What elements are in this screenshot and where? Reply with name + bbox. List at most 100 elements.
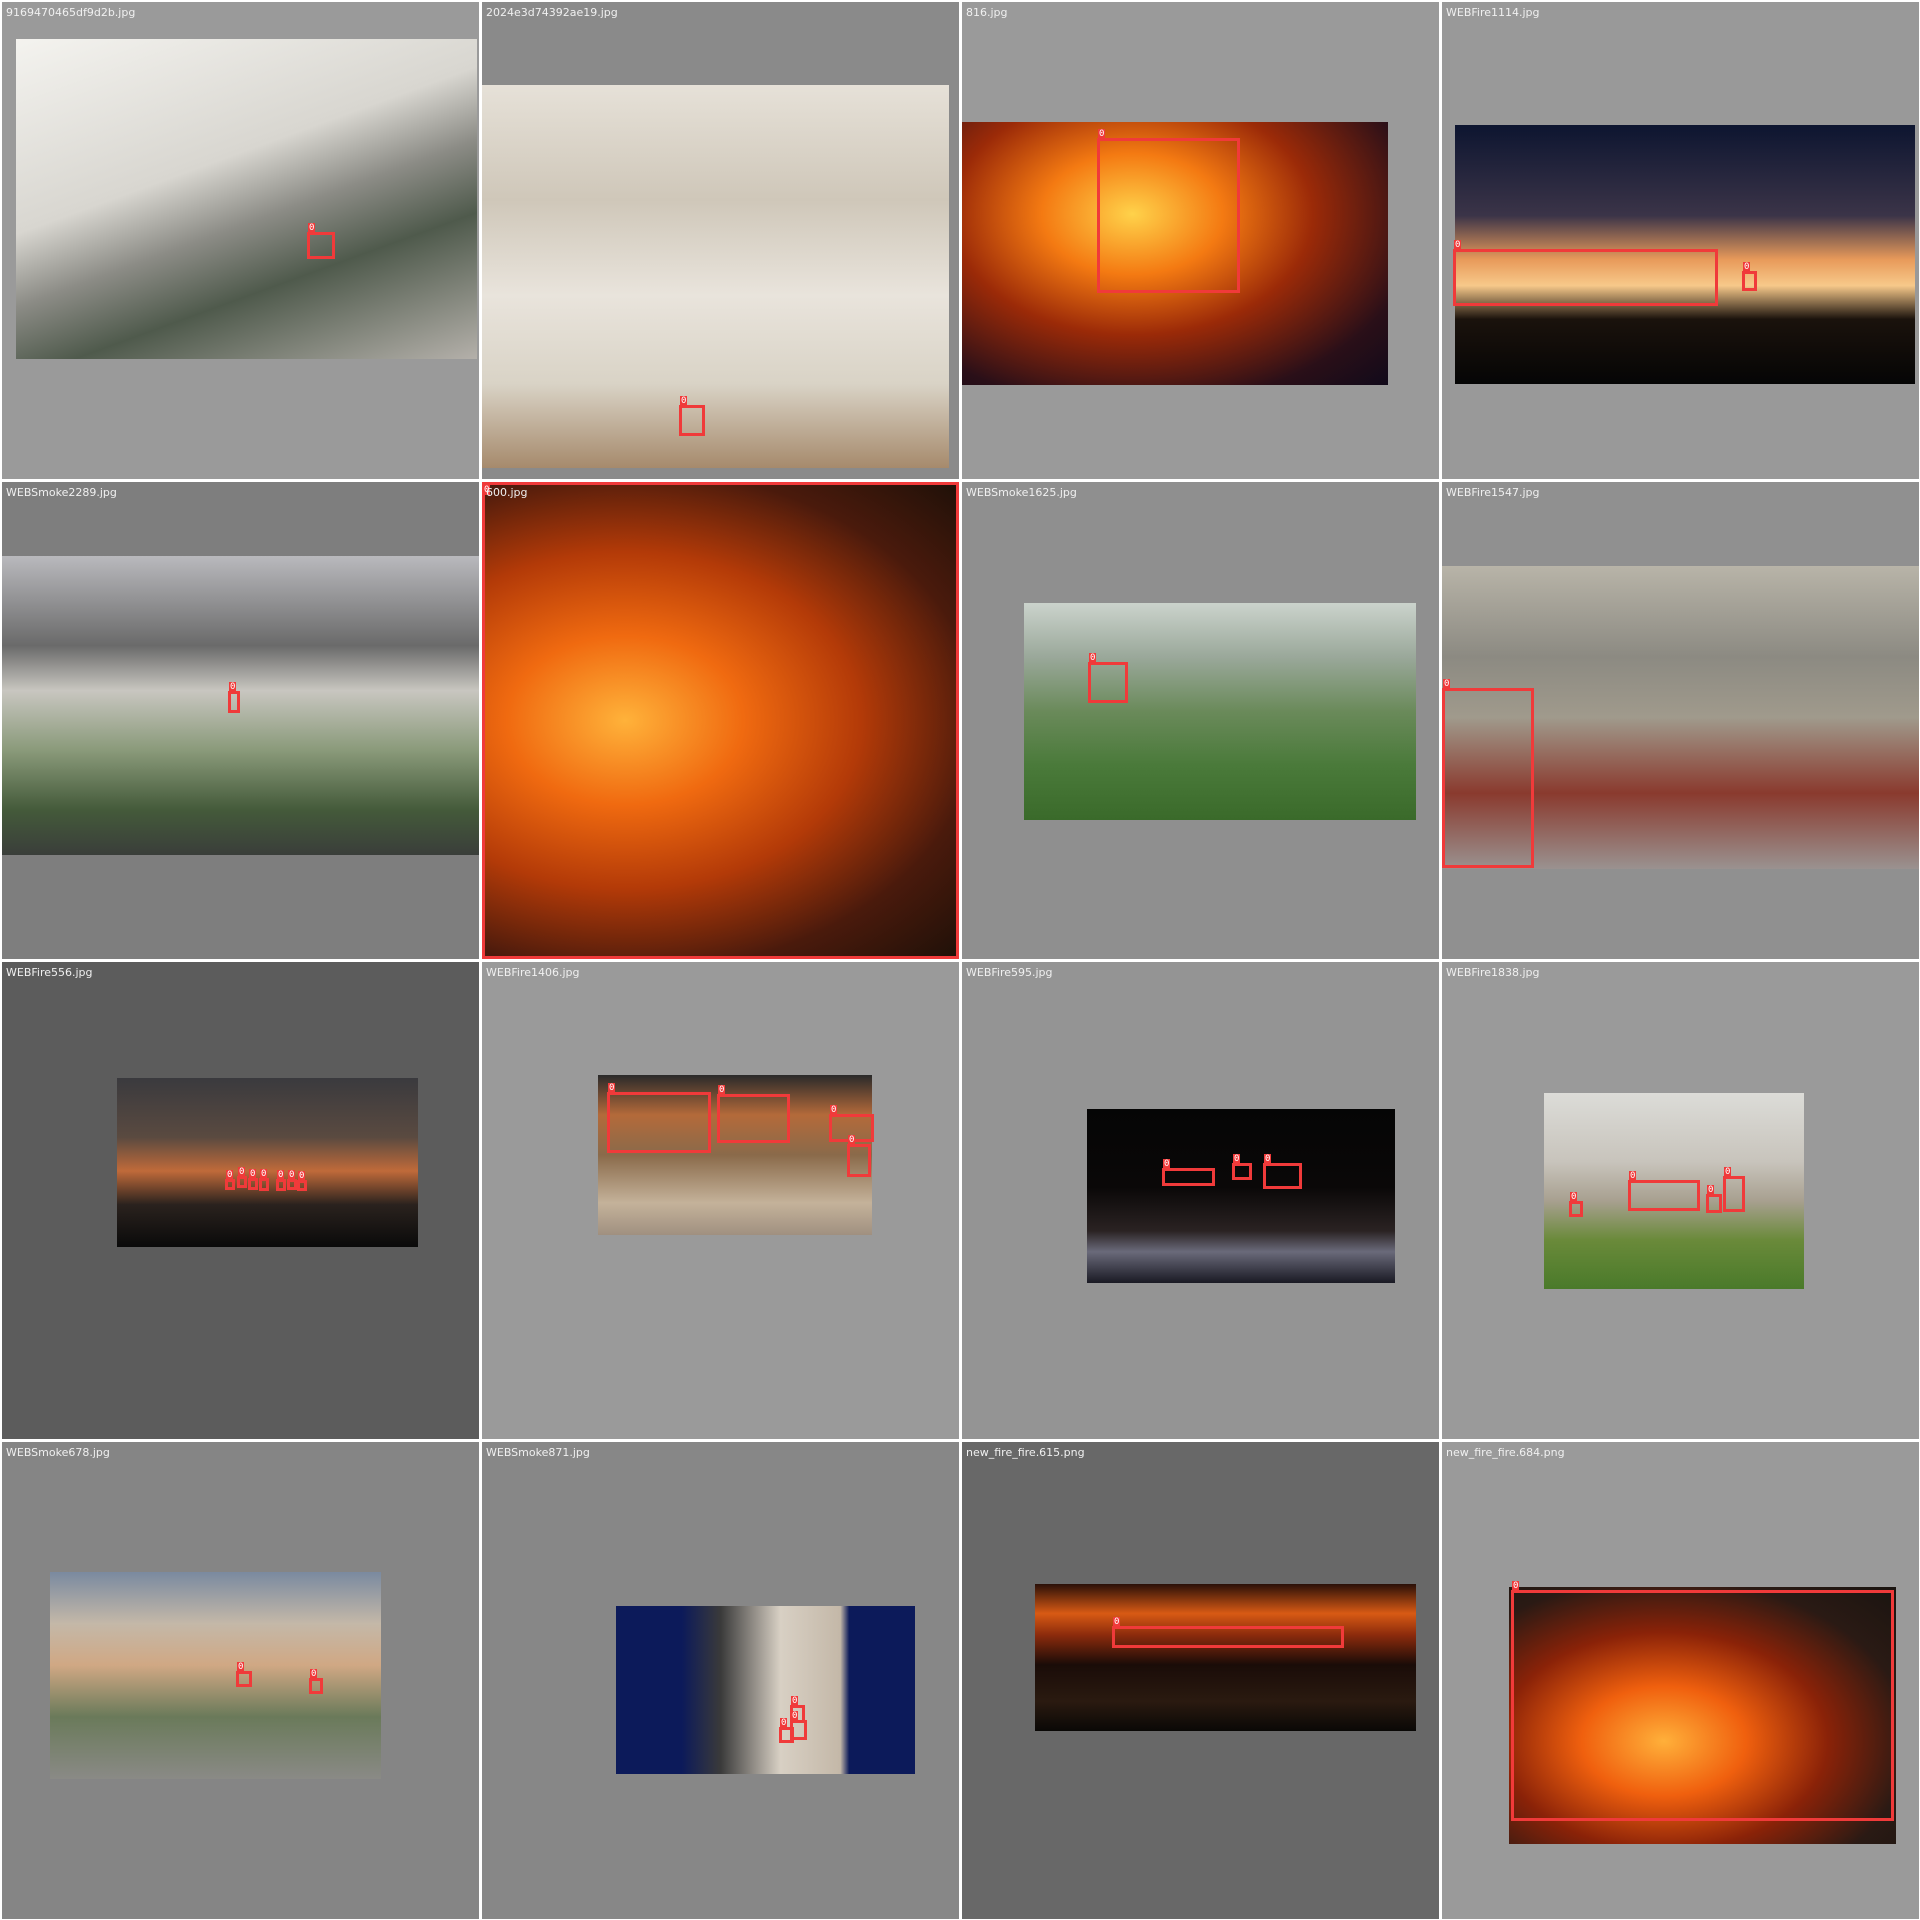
image-tile: 9169470465df9d2b.jpg 0 xyxy=(2,2,479,479)
scene-photo xyxy=(1544,1093,1804,1289)
detection-box: 0 xyxy=(1706,1185,1722,1213)
detection-box: 0 xyxy=(309,1669,323,1694)
scene-photo xyxy=(616,1606,915,1774)
scene-photo xyxy=(16,39,477,359)
detection-box: 0 xyxy=(307,223,335,259)
detection-box: 0 xyxy=(717,1085,790,1143)
image-tile: WEBFire1547.jpg 0 xyxy=(1442,482,1919,959)
detection-class-label: 0 xyxy=(226,1170,234,1180)
image-tile: WEBSmoke871.jpg 0 0 0 xyxy=(482,1442,959,1919)
detection-class-label: 0 xyxy=(277,1170,285,1180)
detection-class-label: 0 xyxy=(249,1169,257,1179)
detection-box: 0 xyxy=(1097,129,1240,293)
image-tile: WEBFire1406.jpg 0 0 0 0 xyxy=(482,962,959,1439)
tile-filename-label: WEBSmoke2289.jpg xyxy=(6,486,117,499)
detection-class-label: 0 xyxy=(848,1135,856,1145)
tile-filename-label: WEBSmoke678.jpg xyxy=(6,1446,110,1459)
detection-box: 0 xyxy=(482,482,959,959)
tile-filename-label: WEBSmoke1625.jpg xyxy=(966,486,1077,499)
detection-box: 0 xyxy=(297,1171,307,1191)
detection-box: 0 xyxy=(1263,1154,1302,1189)
detection-class-label: 0 xyxy=(780,1718,788,1728)
image-tile: new_fire_fire.684.png 0 xyxy=(1442,1442,1919,1919)
tile-filename-label: 600.jpg xyxy=(486,486,528,499)
detection-box: 0 xyxy=(276,1170,286,1191)
detection-box: 0 xyxy=(779,1718,794,1743)
detection-box: 0 xyxy=(259,1169,269,1191)
scene-photo xyxy=(482,482,959,959)
image-tile: WEBFire1114.jpg 0 0 xyxy=(1442,2,1919,479)
image-tile: WEBFire556.jpg 0 0 0 0 0 0 0 xyxy=(2,962,479,1439)
detection-class-label: 0 xyxy=(1629,1171,1637,1181)
detection-class-label: 0 xyxy=(830,1105,838,1115)
tile-filename-label: 9169470465df9d2b.jpg xyxy=(6,6,136,19)
detection-box: 0 xyxy=(237,1167,247,1188)
detection-class-label: 0 xyxy=(1113,1617,1121,1627)
detection-class-label: 0 xyxy=(260,1169,268,1179)
detection-box: 0 xyxy=(1723,1167,1745,1212)
tile-filename-label: WEBFire556.jpg xyxy=(6,966,93,979)
detection-box: 0 xyxy=(1088,653,1128,703)
detection-class-label: 0 xyxy=(1233,1154,1241,1164)
detection-box: 0 xyxy=(225,1170,235,1190)
detection-class-label: 0 xyxy=(718,1085,726,1095)
tile-filename-label: new_fire_fire.684.png xyxy=(1446,1446,1565,1459)
tile-filename-label: new_fire_fire.615.png xyxy=(966,1446,1085,1459)
tile-filename-label: WEBFire1114.jpg xyxy=(1446,6,1540,19)
detection-class-label: 0 xyxy=(791,1696,799,1706)
image-tile: WEBSmoke1625.jpg 0 xyxy=(962,482,1439,959)
image-tile: new_fire_fire.615.png 0 xyxy=(962,1442,1439,1919)
tile-filename-label: 2024e3d74392ae19.jpg xyxy=(486,6,618,19)
image-tile: 600.jpg 0 xyxy=(482,482,959,959)
detection-class-label: 0 xyxy=(298,1171,306,1181)
detection-class-label: 0 xyxy=(237,1662,245,1672)
scene-photo xyxy=(962,122,1388,385)
image-tile: WEBFire1838.jpg 0 0 0 0 xyxy=(1442,962,1919,1439)
scene-photo xyxy=(1455,125,1915,384)
scene-photo xyxy=(117,1078,418,1247)
detection-box: 0 xyxy=(1453,240,1718,306)
scene-photo xyxy=(1442,566,1919,869)
detection-box: 0 xyxy=(607,1083,711,1153)
tile-filename-label: 816.jpg xyxy=(966,6,1008,19)
detection-class-label: 0 xyxy=(1570,1192,1578,1202)
scene-photo xyxy=(1035,1584,1416,1731)
detection-box: 0 xyxy=(228,682,240,713)
detection-box: 0 xyxy=(847,1135,871,1177)
detection-class-label: 0 xyxy=(680,396,688,406)
image-tile: 2024e3d74392ae19.jpg 0 xyxy=(482,2,959,479)
image-tile: WEBSmoke678.jpg 0 0 xyxy=(2,1442,479,1919)
detection-class-label: 0 xyxy=(238,1167,246,1177)
tile-filename-label: WEBFire595.jpg xyxy=(966,966,1053,979)
detection-box: 0 xyxy=(1628,1171,1700,1211)
scene-photo xyxy=(2,556,479,855)
detection-box: 0 xyxy=(679,396,705,436)
detection-box: 0 xyxy=(287,1170,297,1190)
detection-class-label: 0 xyxy=(1454,240,1462,250)
detection-class-label: 0 xyxy=(308,223,316,233)
detection-box: 0 xyxy=(1442,679,1534,868)
detection-class-label: 0 xyxy=(1264,1154,1272,1164)
scene-photo xyxy=(598,1075,872,1235)
detection-box: 0 xyxy=(1742,262,1757,291)
detection-class-label: 0 xyxy=(1512,1581,1520,1591)
scene-photo xyxy=(482,85,949,468)
detection-box: 0 xyxy=(1162,1159,1215,1186)
detection-class-label: 0 xyxy=(1724,1167,1732,1177)
detection-box: 0 xyxy=(1232,1154,1252,1180)
tile-filename-label: WEBSmoke871.jpg xyxy=(486,1446,590,1459)
scene-photo xyxy=(1509,1587,1896,1844)
scene-photo xyxy=(1024,603,1416,820)
scene-photo xyxy=(1087,1109,1395,1283)
tile-filename-label: WEBFire1838.jpg xyxy=(1446,966,1540,979)
detection-class-label: 0 xyxy=(310,1669,318,1679)
detection-class-label: 0 xyxy=(288,1170,296,1180)
tile-filename-label: WEBFire1547.jpg xyxy=(1446,486,1540,499)
detection-box: 0 xyxy=(248,1169,258,1190)
scene-photo xyxy=(50,1572,381,1779)
detection-box: 0 xyxy=(1569,1192,1583,1217)
tile-filename-label: WEBFire1406.jpg xyxy=(486,966,580,979)
detection-class-label: 0 xyxy=(1089,653,1097,663)
image-tile: WEBFire595.jpg 0 0 0 xyxy=(962,962,1439,1439)
